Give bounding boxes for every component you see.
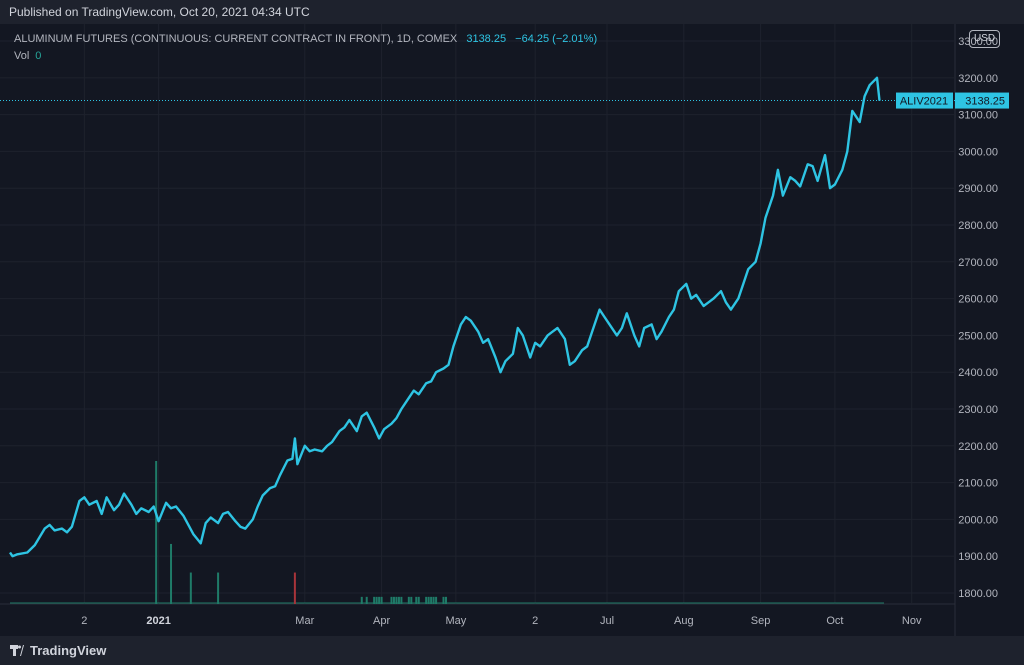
x-tick-label: Sep xyxy=(751,615,771,627)
volume-legend: Vol 0 xyxy=(14,50,41,62)
volume-bar xyxy=(375,596,378,604)
last-price-label: ALIV2021 3138.25 xyxy=(896,92,1009,109)
price-chart[interactable]: 1800.00 1900.00 2000.00 2100.00 2200.00 2300.… xyxy=(0,24,1024,636)
y-tick-label: 3000.00 xyxy=(958,146,998,158)
x-tick-label: Aug xyxy=(674,615,694,627)
symbol-price-tag-label: ALIV2021 xyxy=(900,96,948,108)
chart-legend: ALUMINUM FUTURES (CONTINUOUS: CURRENT CO… xyxy=(14,33,598,62)
volume-bar xyxy=(442,596,445,604)
volume-bar xyxy=(397,596,400,604)
volume-bar xyxy=(395,596,398,604)
x-tick-label: Mar xyxy=(295,615,314,627)
x-tick-label: 2021 xyxy=(146,615,170,627)
x-tick-label: 2 xyxy=(81,615,87,627)
y-tick-label: 2300.00 xyxy=(958,404,998,416)
volume-label: Vol xyxy=(14,50,30,62)
time-axis: 2 2021 Mar Apr May 2 Jul Aug Sep Oct Nov xyxy=(81,615,922,627)
volume-bar xyxy=(155,461,158,604)
volume-bar xyxy=(430,596,433,604)
volume-bar xyxy=(444,596,447,604)
y-tick-label: 2900.00 xyxy=(958,183,998,195)
last-price-value: 3138.25 xyxy=(466,33,507,45)
x-tick-label: Nov xyxy=(902,615,922,627)
tradingview-brand[interactable]: TradingView xyxy=(30,643,107,658)
volume-bar xyxy=(360,596,363,604)
y-tick-label: 2200.00 xyxy=(958,441,998,453)
x-tick-label: Oct xyxy=(826,615,843,627)
volume-bar xyxy=(365,596,368,604)
y-tick-label: 2500.00 xyxy=(958,330,998,342)
y-tick-label: 1900.00 xyxy=(958,551,998,563)
y-tick-label: 3300.00 xyxy=(958,36,998,48)
x-tick-label: Jul xyxy=(600,615,614,627)
volume-bar xyxy=(400,596,403,604)
axis-price-tag xyxy=(955,92,1009,109)
volume-bar xyxy=(189,572,192,604)
x-tick-label: May xyxy=(446,615,467,627)
volume-bar xyxy=(432,596,435,604)
y-tick-label: 2000.00 xyxy=(958,514,998,526)
price-change-value: −64.25 (−2.01%) xyxy=(515,33,598,45)
symbol-title: ALUMINUM FUTURES (CONTINUOUS: CURRENT CO… xyxy=(14,33,458,45)
currency-button[interactable]: USD xyxy=(969,30,1000,48)
footer-bar: TradingView xyxy=(0,636,1024,665)
symbol-price-tag xyxy=(896,92,953,109)
y-tick-label: 3200.00 xyxy=(958,73,998,85)
grid xyxy=(0,24,956,636)
y-tick-label: 2100.00 xyxy=(958,478,998,490)
axis-price-tag-label: 3138.25 xyxy=(965,96,1005,108)
volume-bar xyxy=(427,596,430,604)
x-tick-label: Apr xyxy=(373,615,390,627)
y-tick-label: 3100.00 xyxy=(958,110,998,122)
volume-bar xyxy=(417,596,420,604)
volume-bar xyxy=(170,543,173,604)
volume-bar xyxy=(415,596,418,604)
y-tick-label: 2800.00 xyxy=(958,220,998,232)
y-tick-label: 2400.00 xyxy=(958,367,998,379)
volume-bar xyxy=(425,596,428,604)
volume-bar xyxy=(410,596,413,604)
y-tick-label: 2700.00 xyxy=(958,257,998,269)
volume-bar xyxy=(293,572,296,604)
published-text: Published on TradingView.com, Oct 20, 20… xyxy=(9,5,310,19)
y-tick-label: 2600.00 xyxy=(958,294,998,306)
price-series-line xyxy=(9,76,881,558)
volume-bar xyxy=(407,596,410,604)
volume-bar xyxy=(217,572,220,604)
volume-bar xyxy=(380,596,383,604)
tradingview-logo-icon xyxy=(10,645,24,656)
volume-bar xyxy=(435,596,438,604)
price-line xyxy=(0,76,955,558)
chart-area[interactable]: 1800.00 1900.00 2000.00 2100.00 2200.00 2300.… xyxy=(0,24,1024,636)
published-bar: Published on TradingView.com, Oct 20, 20… xyxy=(0,0,1024,24)
price-axis: 1800.00 1900.00 2000.00 2100.00 2200.00 2300.… xyxy=(958,36,998,600)
volume-bar xyxy=(392,596,395,604)
x-tick-label: 2 xyxy=(532,615,538,627)
volume-bar xyxy=(390,596,393,604)
volume-bars xyxy=(10,461,884,604)
volume-bar xyxy=(378,596,381,604)
volume-value: 0 xyxy=(35,50,42,62)
y-tick-label: 1800.00 xyxy=(958,588,998,600)
volume-bar xyxy=(373,596,376,604)
